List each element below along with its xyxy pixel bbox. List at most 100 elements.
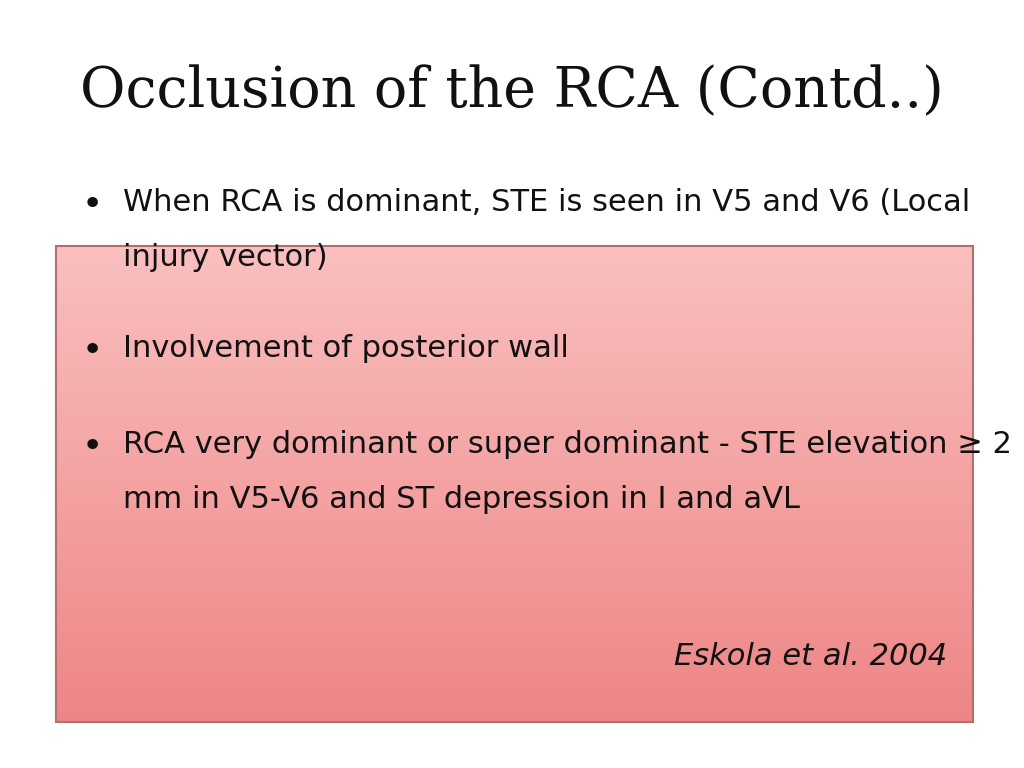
Bar bbox=[56, 620, 973, 622]
Bar bbox=[56, 550, 973, 552]
Bar bbox=[56, 415, 973, 417]
Bar bbox=[56, 715, 973, 717]
Bar bbox=[56, 327, 973, 330]
Bar bbox=[56, 674, 973, 676]
Bar bbox=[56, 310, 973, 313]
Bar bbox=[56, 361, 973, 363]
Bar bbox=[56, 710, 973, 713]
Bar bbox=[56, 639, 973, 641]
Bar bbox=[56, 505, 973, 508]
Bar bbox=[56, 435, 973, 438]
Bar bbox=[56, 263, 973, 265]
Bar bbox=[56, 577, 973, 579]
Bar bbox=[56, 629, 973, 631]
Bar bbox=[56, 373, 973, 376]
Bar bbox=[56, 496, 973, 498]
Bar bbox=[56, 688, 973, 690]
Bar bbox=[56, 531, 973, 533]
Bar bbox=[56, 245, 973, 247]
Bar bbox=[56, 684, 973, 687]
Bar bbox=[56, 535, 973, 538]
Bar bbox=[56, 492, 973, 495]
Bar bbox=[56, 586, 973, 588]
Bar bbox=[56, 326, 973, 328]
Bar bbox=[56, 272, 973, 274]
Bar bbox=[56, 306, 973, 308]
Bar bbox=[56, 324, 973, 326]
Bar bbox=[56, 468, 973, 471]
Bar bbox=[56, 343, 973, 346]
Bar bbox=[56, 351, 973, 354]
Bar bbox=[56, 526, 973, 528]
Bar bbox=[56, 697, 973, 700]
Bar bbox=[56, 499, 973, 502]
Bar bbox=[56, 553, 973, 555]
Bar bbox=[56, 523, 973, 525]
Bar bbox=[56, 572, 973, 574]
Bar bbox=[56, 397, 973, 399]
Bar bbox=[56, 421, 973, 423]
Bar bbox=[56, 251, 973, 253]
Bar bbox=[56, 615, 973, 617]
Bar bbox=[56, 406, 973, 408]
Bar bbox=[56, 611, 973, 614]
Bar bbox=[56, 617, 973, 619]
Bar bbox=[56, 407, 973, 409]
Bar bbox=[56, 302, 973, 304]
Bar bbox=[56, 580, 973, 582]
Bar bbox=[56, 264, 973, 266]
Bar bbox=[56, 540, 973, 542]
Bar bbox=[56, 419, 973, 422]
Bar bbox=[56, 358, 973, 360]
Bar bbox=[56, 651, 973, 654]
Bar bbox=[56, 337, 973, 339]
Bar bbox=[56, 446, 973, 449]
Bar bbox=[56, 608, 973, 611]
Bar bbox=[56, 428, 973, 430]
Bar bbox=[56, 626, 973, 628]
Bar bbox=[56, 449, 973, 451]
Bar bbox=[56, 634, 973, 636]
Bar bbox=[56, 269, 973, 271]
Bar bbox=[56, 534, 973, 536]
Bar bbox=[56, 367, 973, 369]
Bar bbox=[56, 707, 973, 709]
Bar bbox=[56, 713, 973, 716]
Bar bbox=[56, 349, 973, 352]
Bar bbox=[56, 683, 973, 685]
Bar bbox=[56, 544, 973, 546]
Bar bbox=[56, 559, 973, 561]
Bar bbox=[56, 359, 973, 362]
Bar bbox=[56, 596, 973, 598]
Bar bbox=[56, 637, 973, 640]
Bar bbox=[56, 548, 973, 551]
Text: RCA very dominant or super dominant - STE elevation ≥ 2: RCA very dominant or super dominant - ST… bbox=[123, 430, 1012, 459]
Bar bbox=[56, 291, 973, 293]
Bar bbox=[56, 705, 973, 707]
Bar bbox=[56, 383, 973, 386]
Bar bbox=[56, 605, 973, 607]
Bar bbox=[56, 667, 973, 670]
Bar bbox=[56, 528, 973, 530]
Text: •: • bbox=[82, 430, 103, 464]
Bar bbox=[56, 316, 973, 319]
Bar bbox=[56, 296, 973, 298]
Bar bbox=[56, 489, 973, 492]
Bar bbox=[56, 345, 973, 347]
Bar bbox=[56, 703, 973, 706]
Bar bbox=[56, 288, 973, 290]
Bar bbox=[56, 439, 973, 441]
Bar bbox=[56, 462, 973, 465]
Bar bbox=[56, 642, 973, 644]
Bar bbox=[56, 356, 973, 359]
Bar bbox=[56, 491, 973, 493]
Bar bbox=[56, 558, 973, 560]
Text: •: • bbox=[82, 188, 103, 222]
Bar bbox=[56, 518, 973, 521]
Bar bbox=[56, 654, 973, 657]
Bar bbox=[56, 275, 973, 277]
Text: When RCA is dominant, STE is seen in V5 and V6 (Local: When RCA is dominant, STE is seen in V5 … bbox=[123, 188, 970, 217]
Bar bbox=[56, 453, 973, 455]
Bar bbox=[56, 520, 973, 522]
Bar bbox=[56, 300, 973, 303]
